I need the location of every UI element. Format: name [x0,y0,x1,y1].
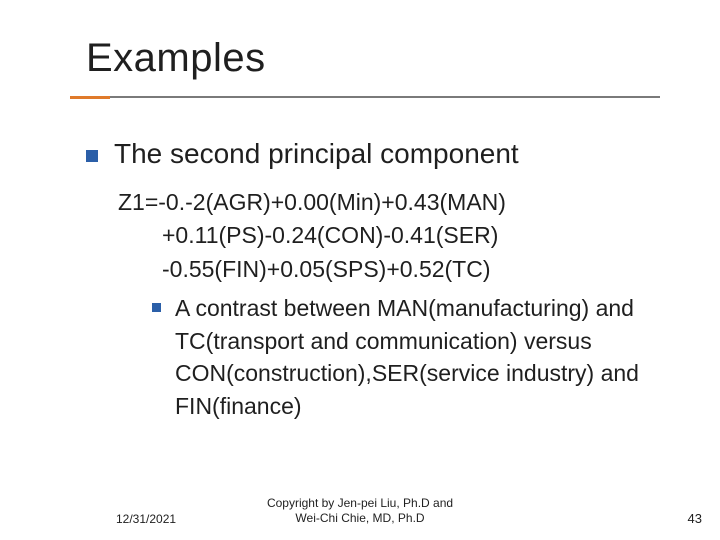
equation-line-2: +0.11(PS)-0.24(CON)-0.41(SER) [118,219,678,252]
slide-title: Examples [86,36,266,81]
rule-accent [70,96,110,99]
copyright-line-1: Copyright by Jen-pei Liu, Ph.D and [267,496,453,510]
equation-line-1: Z1=-0.-2(AGR)+0.00(Min)+0.43(MAN) [118,186,678,219]
equation-line-3: -0.55(FIN)+0.05(SPS)+0.52(TC) [118,253,678,286]
square-bullet-icon [152,303,161,312]
equation-block: Z1=-0.-2(AGR)+0.00(Min)+0.43(MAN) +0.11(… [118,186,678,286]
slide: Examples The second principal component … [0,0,720,540]
sub-bullet-text: A contrast between MAN(manufacturing) an… [175,292,675,423]
footer-copyright: Copyright by Jen-pei Liu, Ph.D and Wei-C… [0,496,720,526]
square-bullet-icon [86,150,98,162]
title-wrap: Examples [86,36,266,81]
main-bullet-text: The second principal component [114,138,519,170]
footer-page-number: 43 [688,511,702,526]
title-rule [70,96,660,99]
main-bullet-row: The second principal component [86,138,519,170]
sub-bullet-row: A contrast between MAN(manufacturing) an… [152,292,675,423]
copyright-line-2: Wei-Chi Chie, MD, Ph.D [295,511,424,525]
rule-line [70,96,660,98]
